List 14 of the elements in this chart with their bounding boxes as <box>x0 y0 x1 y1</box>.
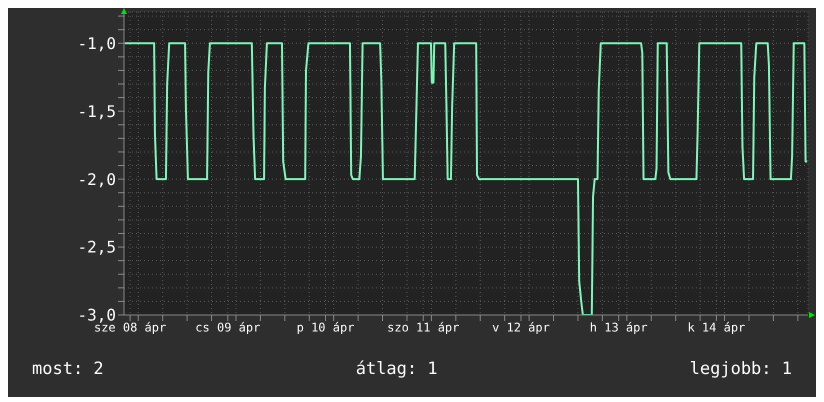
text: átlag: 1 <box>356 359 438 379</box>
x-tick-label: h 13 ápr <box>590 320 648 335</box>
x-tick-label: p 10 ápr <box>296 320 354 335</box>
text: most: 2 <box>32 359 104 379</box>
y-tick-label: -2,5 <box>77 238 116 257</box>
y-tick-label: -3,0 <box>77 306 116 325</box>
y-tick-label: -1,5 <box>77 102 116 121</box>
x-tick-label: v 12 ápr <box>492 320 550 335</box>
text: legjobb: 1 <box>690 359 792 379</box>
y-tick-label: -2,0 <box>77 170 116 189</box>
x-tick-label: szo 11 ápr <box>387 320 460 335</box>
x-tick-label: k 14 ápr <box>687 320 746 335</box>
x-tick-label: cs 09 ápr <box>195 320 260 335</box>
y-tick-label: -1,0 <box>77 34 116 53</box>
